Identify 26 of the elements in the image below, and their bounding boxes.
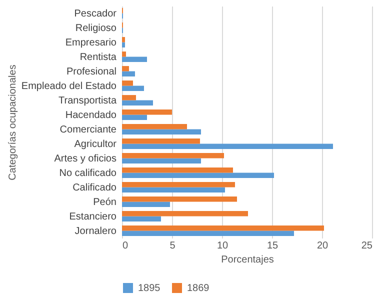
x-tick-label: 15	[266, 240, 278, 252]
y-tick-label: Estanciero	[69, 211, 117, 222]
y-tick-label: Calificado	[72, 182, 117, 194]
legend-label: 1895	[138, 283, 161, 294]
x-tick-label: 20	[316, 240, 328, 252]
y-tick-label: Hacendado	[65, 110, 117, 121]
y-tick-label: Comerciante	[60, 124, 117, 136]
x-axis-title: Porcentajes	[221, 254, 274, 266]
x-tick-label: 25	[361, 240, 373, 252]
y-tick-label: Empresario	[65, 37, 117, 48]
y-tick-label: Artes y oficios	[54, 153, 116, 164]
y-tick-label: Jornalero	[74, 226, 117, 237]
x-tick-label: 0	[122, 240, 128, 252]
y-tick-label: Transportista	[58, 95, 117, 106]
y-tick-label: Rentista	[80, 52, 117, 63]
x-tick-label: 10	[216, 240, 228, 252]
x-tick-label: 5	[170, 240, 176, 252]
y-tick-label: Agricultor	[74, 138, 118, 150]
y-axis-title: Categorías ocupacionales	[7, 64, 18, 180]
y-tick-label: Religioso	[75, 22, 117, 34]
legend-label: 1869	[187, 283, 210, 294]
y-tick-label: Empleado del Estado	[21, 80, 117, 92]
y-tick-label: Profesional	[66, 66, 116, 78]
y-tick-label: Peón	[93, 196, 116, 208]
y-tick-label: No calificado	[59, 168, 117, 179]
y-tick-label: Pescador	[74, 8, 118, 20]
